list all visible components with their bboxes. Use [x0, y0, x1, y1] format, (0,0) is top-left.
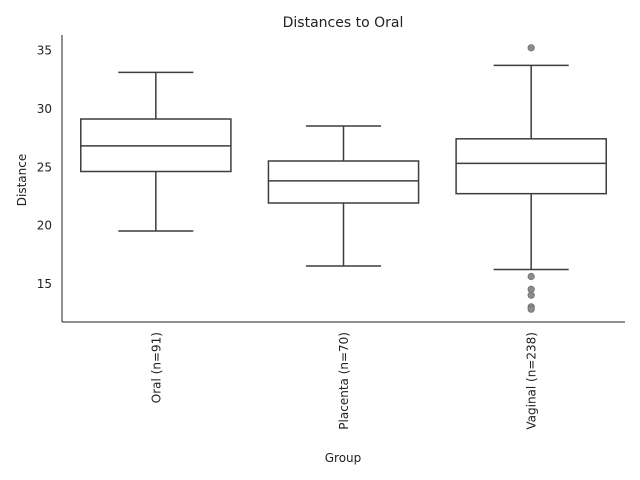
box-group: [267, 125, 420, 267]
outlier-point: [527, 291, 535, 299]
y-tick-label: 35: [37, 44, 52, 58]
y-tick-label: 15: [37, 277, 52, 291]
y-ticks: 15 20 25 30 35: [37, 44, 52, 291]
box-group: [455, 44, 607, 313]
x-tick-label: Oral (n=91): [149, 332, 163, 403]
boxes: [80, 44, 607, 313]
x-ticks: Oral (n=91) Placenta (n=70) Vaginal (n=238…: [149, 332, 538, 430]
x-axis-label: Group: [325, 451, 362, 465]
box-iqr: [267, 160, 420, 204]
y-tick-label: 20: [37, 219, 52, 233]
box-group: [80, 71, 232, 232]
x-tick-label: Vaginal (n=238): [525, 332, 539, 430]
outlier-point: [527, 305, 535, 313]
outlier-point: [527, 44, 535, 52]
x-tick-label: Placenta (n=70): [337, 332, 351, 430]
outlier-point: [527, 272, 535, 281]
y-tick-label: 30: [37, 102, 52, 116]
axes: [61, 35, 625, 323]
chart-title: Distances to Oral: [283, 15, 404, 31]
y-axis-label: Distance: [15, 154, 29, 206]
box-iqr: [455, 138, 607, 195]
y-tick-label: 25: [37, 160, 52, 174]
